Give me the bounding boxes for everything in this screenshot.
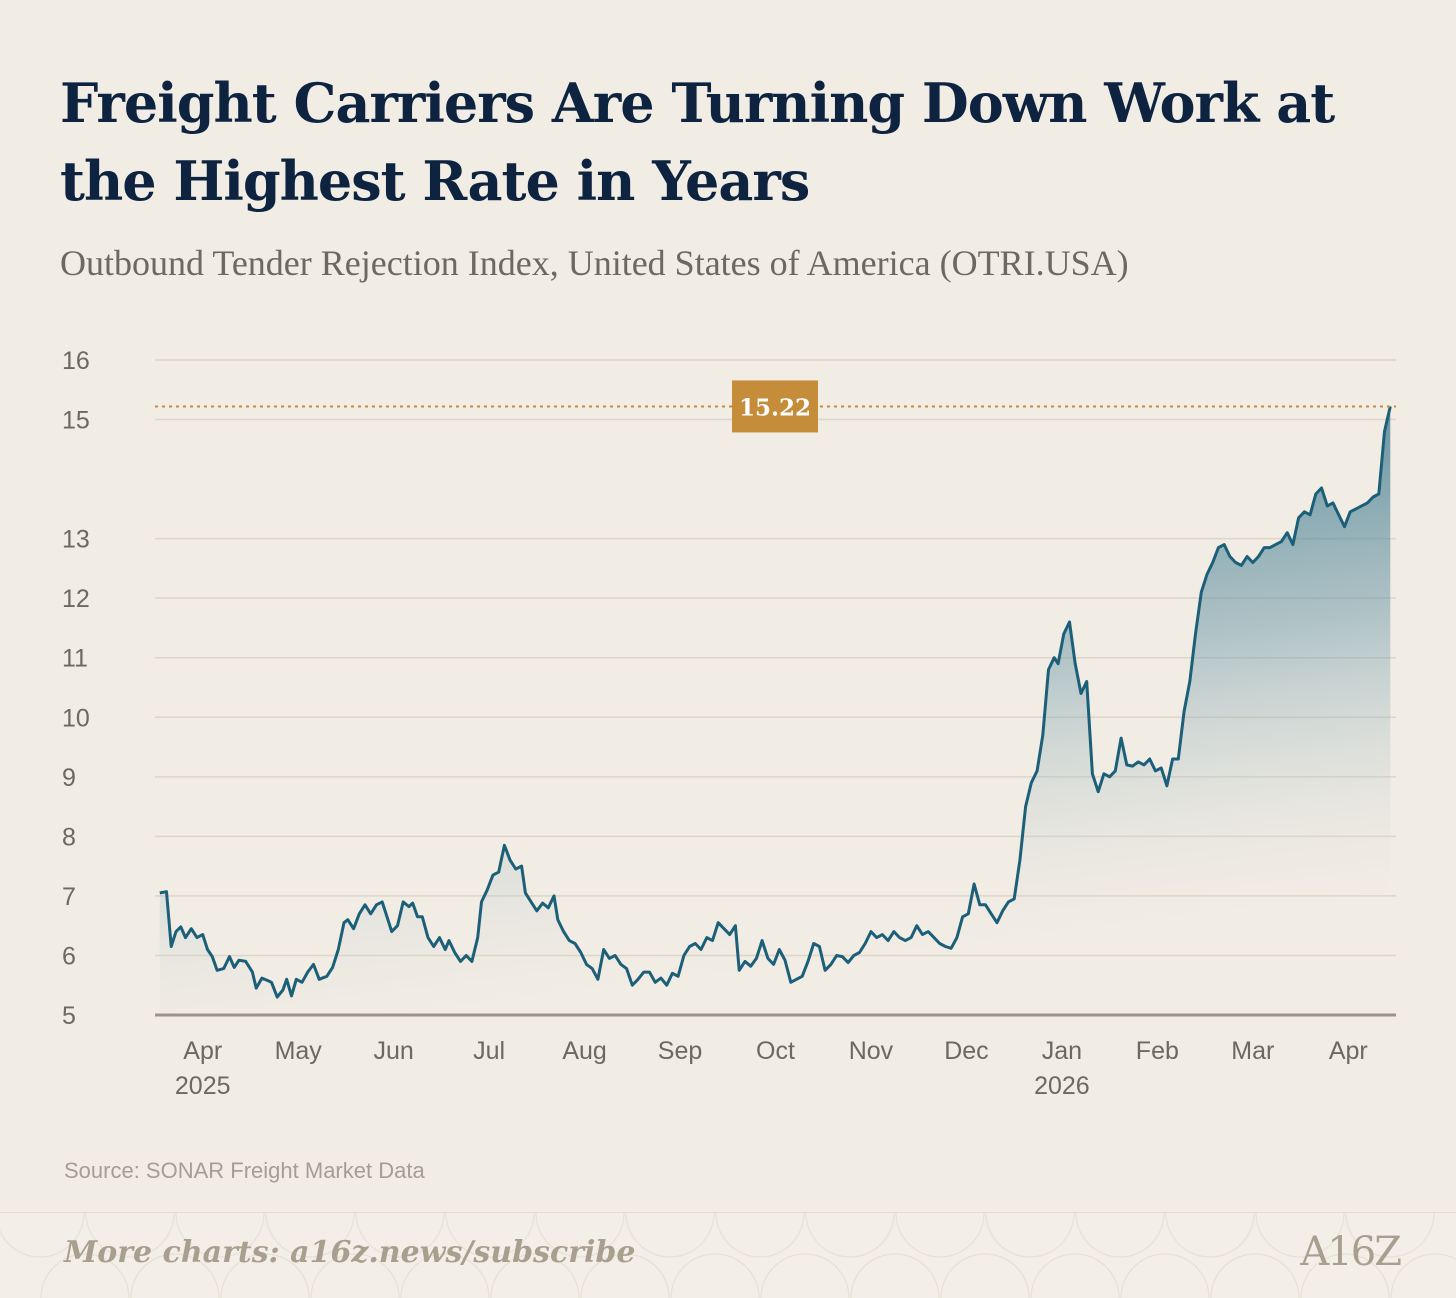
chart-canvas: 16 15 13 12 11 10 9 8 7 6 5 Apr 2025 May Jun Jul Aug Sep… <box>62 347 1396 1100</box>
y-tick-label: 6 <box>62 942 76 970</box>
x-tick-label: Sep <box>658 1037 702 1065</box>
x-axis: Apr 2025 May Jun Jul Aug Sep Oct Nov Dec Jan 2026 Fe… <box>175 1037 1368 1100</box>
x-tick-label: Apr <box>183 1037 222 1065</box>
x-tick-label: Jul <box>473 1037 505 1065</box>
annotation-badge <box>732 380 818 433</box>
x-tick-label: Aug <box>562 1037 606 1065</box>
x-tick-year: 2026 <box>1034 1072 1090 1100</box>
x-tick-label: Jan <box>1042 1037 1082 1065</box>
annotation-label: 15.22 <box>739 394 811 421</box>
footer-pattern <box>0 1213 1456 1298</box>
x-tick-label: Nov <box>849 1037 894 1065</box>
a16z-logo: A16Z <box>1300 1229 1402 1275</box>
chart-subtitle: Outbound Tender Rejection Index, United … <box>60 243 1129 283</box>
y-tick-label: 12 <box>62 585 90 613</box>
y-tick-label: 13 <box>62 526 90 554</box>
y-tick-label: 16 <box>62 347 90 375</box>
x-tick-label: Jun <box>373 1037 413 1065</box>
y-tick-label: 10 <box>62 704 90 732</box>
series-area-fill <box>159 406 1391 1015</box>
y-axis: 16 15 13 12 11 10 9 8 7 6 5 <box>62 347 90 1030</box>
source-note: Source: SONAR Freight Market Data <box>64 1158 425 1183</box>
x-tick-label: Dec <box>944 1037 988 1065</box>
y-tick-label: 5 <box>62 1002 76 1030</box>
footer-bar: More charts: a16z.news/subscribe A16Z <box>0 1212 1456 1298</box>
x-tick-label: Oct <box>756 1037 795 1065</box>
x-tick-label: May <box>275 1037 323 1065</box>
chart-title: Freight Carriers Are Turning Down Work a… <box>60 71 1335 213</box>
x-tick-label: Mar <box>1231 1037 1274 1065</box>
series-line <box>159 406 1392 999</box>
y-tick-label: 9 <box>62 764 76 792</box>
y-tick-label: 11 <box>62 645 88 673</box>
x-tick-label: Feb <box>1136 1037 1179 1065</box>
x-tick-label: Apr <box>1329 1037 1368 1065</box>
y-tick-label: 7 <box>62 883 76 911</box>
annotation: 15.22 <box>155 380 1396 433</box>
subscribe-link[interactable]: More charts: a16z.news/subscribe <box>64 1235 636 1270</box>
y-tick-label: 8 <box>62 823 76 851</box>
x-tick-year: 2025 <box>175 1072 231 1100</box>
series-area <box>155 406 1396 1017</box>
y-tick-label: 15 <box>62 407 90 435</box>
